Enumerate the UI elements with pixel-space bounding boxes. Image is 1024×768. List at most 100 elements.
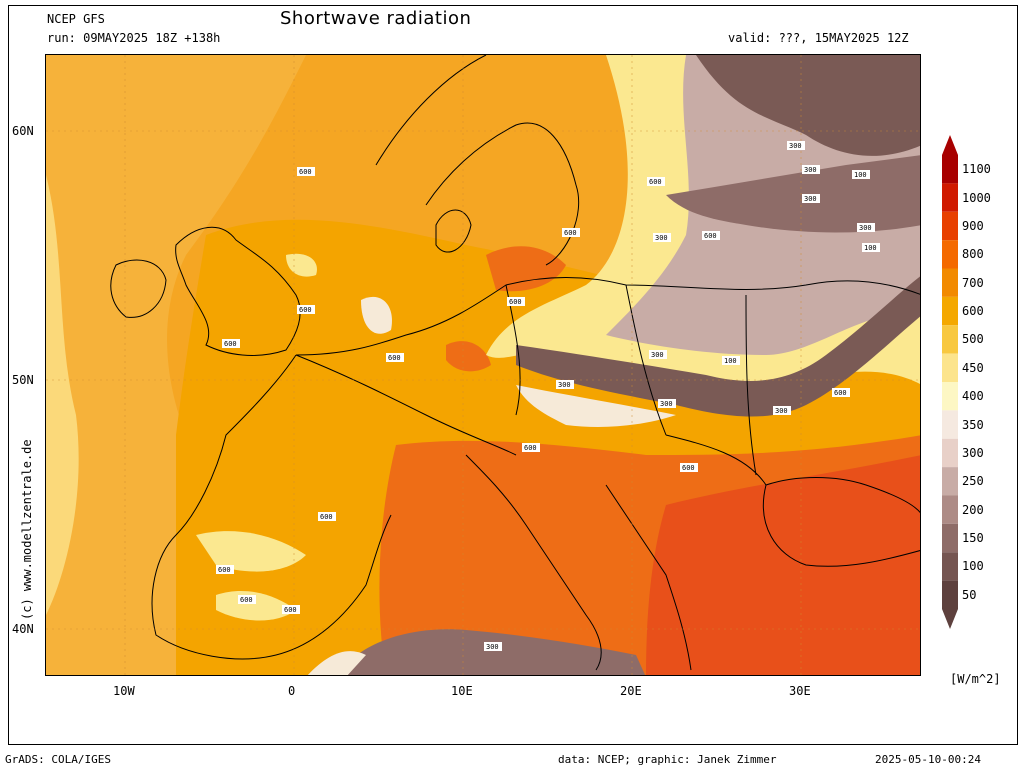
- contour-label-27: 100: [862, 243, 880, 252]
- svg-text:600: 600: [704, 232, 717, 240]
- colorbar-label: 1000: [962, 190, 991, 205]
- lon-label-10w: 10W: [113, 684, 135, 698]
- colorbar-swatch: [942, 211, 958, 241]
- svg-text:300: 300: [859, 224, 872, 232]
- coast-italy: [465, 454, 602, 671]
- colorbar-label: 50: [962, 587, 977, 602]
- footer-right: 2025-05-10-00:24: [875, 753, 981, 766]
- colorbar-label: 450: [962, 360, 984, 375]
- central-europe-brown: [516, 276, 920, 417]
- contour-label-10: 600: [318, 512, 336, 521]
- colorbar-label: 800: [962, 247, 984, 262]
- colorbar-swatch: [942, 240, 958, 269]
- contour-label-20: 300: [653, 233, 671, 242]
- colorbar-swatch: [942, 183, 958, 212]
- svg-text:600: 600: [388, 354, 401, 362]
- lon-label-10e: 10E: [451, 684, 473, 698]
- svg-text:100: 100: [724, 357, 737, 365]
- run-label: run: 09MAY2025 18Z +138h: [47, 31, 221, 45]
- colorbar-swatch: [942, 580, 958, 629]
- alps-pale-band: [516, 385, 676, 427]
- svg-text:600: 600: [284, 606, 297, 614]
- contour-label-3: 600: [222, 339, 240, 348]
- africa-pale: [307, 651, 366, 675]
- radiation-map: 600 600 600 600 600 600 600 600 600 600 …: [45, 54, 921, 676]
- colorbar-swatch: [942, 325, 958, 354]
- coast-balkans: [605, 484, 692, 671]
- unit-label: [W/m^2]: [950, 672, 1001, 686]
- lat-label-40n: 40N: [12, 622, 34, 636]
- colorbar-swatch: [942, 495, 958, 524]
- africa-brown: [337, 629, 646, 675]
- svg-text:300: 300: [651, 351, 664, 359]
- atlantic-light-region: [46, 55, 306, 675]
- svg-text:600: 600: [509, 298, 522, 306]
- contour-label-17: 300: [802, 165, 820, 174]
- colorbar-swatch: [942, 296, 958, 326]
- contour-label-14: 600: [680, 463, 698, 472]
- border-lines: [295, 284, 767, 486]
- west-yellow-band: [46, 175, 79, 615]
- colorbar-label: 1100: [962, 162, 991, 177]
- contour-label-24: 300: [773, 406, 791, 415]
- contour-label-6: 600: [562, 228, 580, 237]
- footer-middle: data: NCEP; graphic: Janek Zimmer: [558, 753, 777, 766]
- contour-label-5: 600: [507, 297, 525, 306]
- svg-text:600: 600: [299, 306, 312, 314]
- svg-text:600: 600: [320, 513, 333, 521]
- svg-text:600: 600: [299, 168, 312, 176]
- colorbar-swatch: [942, 268, 958, 297]
- svg-text:300: 300: [655, 234, 668, 242]
- netherlands-pale: [361, 296, 392, 334]
- watermark: (c) www.modellzentrale.de: [20, 439, 34, 620]
- coast-uk: [175, 226, 301, 356]
- colorbar-swatch: [942, 438, 958, 468]
- france-red-patch: [446, 341, 491, 372]
- svg-text:300: 300: [789, 142, 802, 150]
- contour-labels: 600 600 600 600 600 600 600 600 600 600 …: [216, 141, 880, 651]
- graticule: [46, 55, 920, 675]
- valid-label: valid: ???, 15MAY2025 12Z: [728, 31, 909, 45]
- colorbar-label: 200: [962, 502, 984, 517]
- colorbar-label: 350: [962, 417, 984, 432]
- lon-label-20e: 20E: [620, 684, 642, 698]
- colorbar-swatch: [942, 353, 958, 382]
- svg-text:100: 100: [854, 171, 867, 179]
- coast-blacksea: [762, 477, 920, 567]
- contour-label-12: 600: [238, 595, 256, 604]
- contour-label-16: 300: [787, 141, 805, 150]
- svg-text:600: 600: [682, 464, 695, 472]
- contour-label-18: 300: [802, 194, 820, 203]
- lat-label-60n: 60N: [12, 124, 34, 138]
- colorbar-swatch: [942, 467, 958, 496]
- iberia-pale-2: [216, 590, 296, 621]
- svg-text:100: 100: [864, 244, 877, 252]
- svg-text:300: 300: [660, 400, 673, 408]
- lon-label-0: 0: [288, 684, 296, 698]
- colorbar-label: 250: [962, 474, 984, 489]
- colorbar-swatch: [942, 135, 958, 184]
- lat-label-50n: 50N: [12, 373, 34, 387]
- colorbar-label: 150: [962, 531, 984, 546]
- colorbar-label: 500: [962, 332, 984, 347]
- contour-label-11: 600: [216, 565, 234, 574]
- contour-label-9: 600: [522, 443, 540, 452]
- colorbar: [942, 135, 958, 633]
- contour-label-4: 600: [386, 353, 404, 362]
- coast-europe: [295, 277, 920, 356]
- colorbar-label: 600: [962, 304, 984, 319]
- svg-text:300: 300: [804, 195, 817, 203]
- svg-text:300: 300: [775, 407, 788, 415]
- lon-label-30e: 30E: [789, 684, 811, 698]
- svg-text:600: 600: [240, 596, 253, 604]
- svg-text:600: 600: [834, 389, 847, 397]
- baltic-red-patch: [486, 246, 566, 292]
- coastlines: [110, 55, 920, 671]
- svg-text:600: 600: [564, 229, 577, 237]
- contour-label-23: 300: [658, 399, 676, 408]
- colorbar-label: 400: [962, 389, 984, 404]
- southeast-deep-red: [646, 455, 920, 675]
- colorbar-swatch: [942, 523, 958, 553]
- contour-label-7: 600: [647, 177, 665, 186]
- colorbar-label: 300: [962, 445, 984, 460]
